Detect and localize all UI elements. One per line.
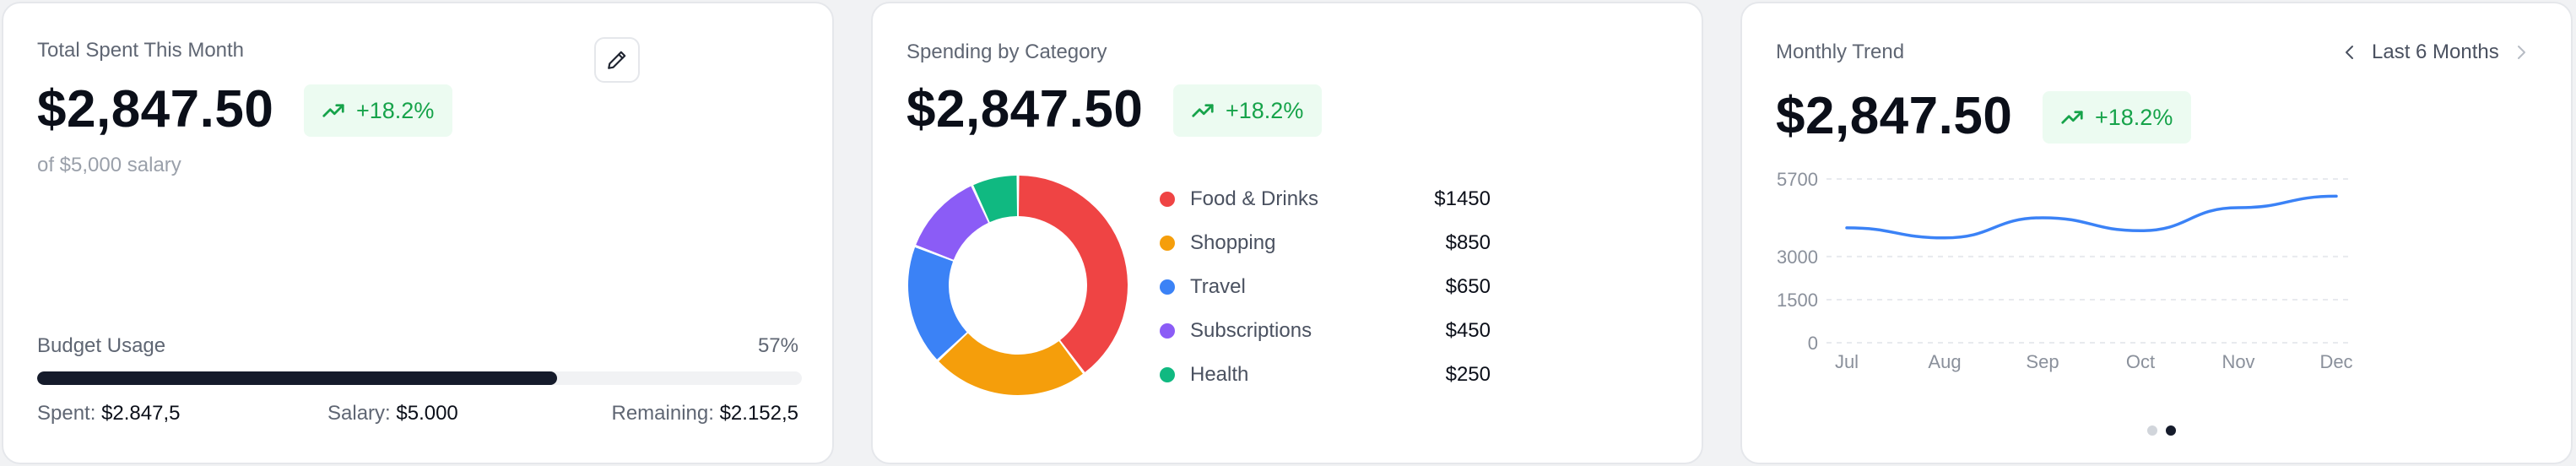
legend-name: Subscriptions [1190, 319, 1312, 342]
spent-stat: Spent: $2.847,5 [37, 402, 180, 425]
salary-value: $5.000 [396, 402, 458, 425]
legend-amount: $850 [1445, 231, 1491, 254]
y-tick-label: 3000 [1777, 247, 1818, 268]
donut-slice-4 [973, 176, 1018, 223]
salary-label: Salary: [327, 402, 391, 425]
budget-progress-bar [37, 371, 802, 385]
spent-label: Spent: [37, 402, 96, 425]
budget-progress-fill [37, 371, 558, 385]
card-title: Spending by Category [906, 41, 1107, 63]
edit-button[interactable] [594, 37, 640, 83]
trend-badge: +18.2% [304, 84, 453, 137]
trend-badge: +18.2% [1173, 84, 1323, 137]
card-title: Monthly Trend [1776, 41, 1905, 63]
remaining-stat: Remaining: $2.152,5 [612, 402, 799, 425]
x-tick-label: Dec [2319, 351, 2352, 372]
legend-dot [1160, 323, 1175, 339]
category-donut-chart [908, 176, 1128, 395]
chevron-left-icon[interactable] [2340, 42, 2360, 62]
trend-badge: +18.2% [2043, 91, 2192, 144]
remaining-value: $2.152,5 [719, 402, 798, 425]
legend-dot [1160, 279, 1175, 295]
monthly-trend-line-chart: 0 1500 3000 5700 Jul Aug Sep Oct Nov Dec [1777, 169, 2353, 372]
legend-name: Health [1190, 363, 1249, 386]
category-amount: $2,847.50 [906, 80, 1144, 138]
chevron-right-icon[interactable] [2511, 42, 2531, 62]
remaining-label: Remaining: [611, 402, 714, 425]
y-tick-label: 5700 [1777, 169, 1818, 190]
card-title: Total Spent This Month [37, 39, 245, 62]
legend-amount: $250 [1445, 363, 1491, 386]
x-tick-label: Aug [1928, 351, 1961, 372]
x-tick-label: Oct [2126, 351, 2155, 372]
legend-dot [1160, 236, 1175, 251]
legend-item-food: Food & Drinks $1450 [1160, 184, 1491, 214]
legend-item-subscriptions: Subscriptions $450 [1160, 316, 1491, 346]
salary-subtext: of $5,000 salary [37, 154, 181, 176]
x-tick-label: Sep [2026, 351, 2059, 372]
legend-dot [1160, 367, 1175, 382]
total-amount: $2,847.50 [37, 80, 274, 138]
spent-value: $2.847,5 [101, 402, 181, 425]
pager-dot[interactable] [2166, 425, 2176, 436]
pencil-icon [608, 51, 626, 69]
trending-up-icon [2061, 111, 2083, 124]
pager-dot[interactable] [2147, 425, 2157, 436]
legend-item-health: Health $250 [1160, 360, 1491, 390]
period-selector: Last 6 Months [2340, 35, 2531, 69]
legend-dot [1160, 192, 1175, 207]
budget-usage-label: Budget Usage [37, 334, 166, 357]
donut-slice-2 [908, 247, 967, 360]
salary-stat: Salary: $5.000 [327, 402, 458, 425]
legend-amount: $1450 [1434, 187, 1491, 210]
trending-up-icon [1192, 104, 1214, 117]
trend-value: +18.2% [356, 97, 435, 123]
trend-value: +18.2% [2095, 104, 2173, 130]
legend-amount: $650 [1445, 275, 1491, 298]
x-tick-label: Jul [1835, 351, 1859, 372]
y-tick-label: 0 [1808, 333, 1818, 354]
legend-item-travel: Travel $650 [1160, 272, 1491, 302]
budget-usage-percent: 57% [757, 334, 798, 357]
legend-name: Shopping [1190, 231, 1276, 254]
donut-slice-0 [1018, 176, 1128, 372]
y-tick-label: 1500 [1777, 290, 1818, 311]
carousel-pager [2147, 425, 2176, 436]
legend-amount: $450 [1445, 319, 1491, 342]
trend-value: +18.2% [1226, 97, 1304, 123]
series-line-0 [1845, 194, 2338, 240]
x-tick-label: Nov [2222, 351, 2254, 372]
donut-slice-1 [939, 333, 1083, 395]
trending-up-icon [322, 104, 344, 117]
spending-by-category-card: Spending by Category $2,847.50 +18.2% Fo… [871, 2, 1703, 464]
legend-name: Travel [1190, 275, 1246, 298]
total-spent-card: Total Spent This Month $2,847.50 +18.2% … [2, 2, 834, 464]
trend-amount: $2,847.50 [1776, 87, 2013, 145]
monthly-trend-card: Monthly Trend Last 6 Months $2,847.50 +1… [1740, 2, 2573, 464]
legend-name: Food & Drinks [1190, 187, 1319, 210]
legend-item-shopping: Shopping $850 [1160, 228, 1491, 258]
period-label[interactable]: Last 6 Months [2372, 41, 2499, 63]
donut-slice-3 [916, 186, 988, 260]
